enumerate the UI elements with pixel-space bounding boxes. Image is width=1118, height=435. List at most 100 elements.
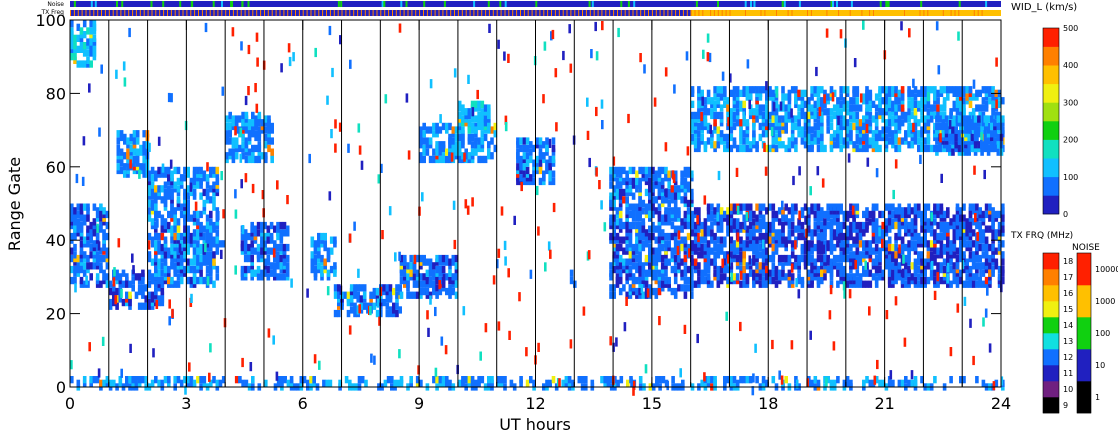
echo-cell	[794, 207, 798, 215]
echo-cell	[855, 276, 860, 285]
echo-cell	[202, 225, 207, 233]
echo-cell	[706, 240, 711, 248]
echo-cell	[800, 111, 805, 120]
echo-cell	[657, 218, 662, 226]
echo-cell	[832, 133, 837, 142]
echo-cell	[855, 104, 860, 112]
echo-cell	[794, 376, 798, 384]
echo-cell	[758, 111, 763, 120]
echo-cell	[285, 243, 290, 252]
echo-cell	[457, 155, 462, 164]
echo-cell	[326, 251, 331, 259]
echo-cell	[942, 243, 947, 252]
echo-cell	[807, 276, 811, 285]
echo-speck	[792, 175, 795, 186]
echo-cell	[977, 115, 981, 123]
echo-cell	[954, 144, 958, 153]
echo-cell	[432, 287, 436, 296]
echo-cell	[317, 232, 321, 241]
tx-freq-mark	[873, 10, 874, 16]
echo-cell	[644, 203, 649, 211]
echo-cell	[973, 119, 978, 127]
echo-cell	[900, 207, 905, 215]
echo-cell	[845, 214, 850, 222]
echo-cell	[949, 218, 953, 226]
echo-cell	[971, 218, 976, 226]
echo-cell	[683, 218, 688, 226]
echo-cell	[538, 159, 543, 167]
echo-cell	[935, 130, 939, 138]
echo-cell	[865, 376, 869, 384]
echo-cell	[813, 258, 818, 266]
echo-cell	[975, 269, 979, 277]
echo-cell	[683, 221, 688, 230]
echo-cell	[176, 280, 181, 288]
echo-cell	[260, 152, 265, 160]
echo-cell	[986, 130, 991, 138]
echo-cell	[693, 137, 698, 145]
echo-cell	[548, 155, 552, 164]
echo-cell	[891, 262, 895, 270]
echo-cell	[457, 133, 462, 142]
echo-cell	[215, 181, 220, 189]
echo-cell	[150, 218, 155, 226]
echo-cell	[362, 295, 367, 303]
echo-cell	[154, 280, 158, 288]
echo-cell	[73, 251, 77, 259]
echo-cell	[199, 221, 203, 230]
echo-cell	[904, 218, 908, 226]
echo-cell	[813, 86, 818, 94]
echo-cell	[862, 265, 866, 274]
echo-cell	[525, 159, 530, 167]
echo-cell	[670, 251, 675, 259]
echo-cell	[1001, 97, 1005, 105]
echo-cell	[648, 251, 652, 259]
echo-cell	[897, 379, 902, 387]
echo-cell	[625, 225, 629, 233]
echo-cell	[703, 269, 708, 277]
scattered-echoes	[70, 20, 1004, 396]
echo-cell	[739, 376, 743, 384]
echo-cell	[693, 141, 698, 149]
echo-cell	[270, 137, 274, 145]
echo-cell	[183, 196, 187, 204]
echo-cell	[644, 287, 649, 296]
echo-cell	[997, 221, 1002, 230]
echo-cell	[670, 214, 675, 222]
echo-cell	[955, 207, 960, 215]
echo-cell	[723, 258, 727, 266]
echo-cell	[196, 247, 200, 255]
echo-cell	[829, 207, 834, 215]
echo-cell	[686, 199, 691, 208]
echo-cell	[176, 218, 181, 226]
echo-cell	[758, 273, 763, 281]
echo-cell	[79, 280, 84, 288]
echo-cell	[984, 265, 989, 274]
echo-cell	[487, 104, 491, 112]
echo-cell	[884, 122, 889, 131]
echo-cell	[868, 247, 873, 255]
echo-cell	[813, 122, 818, 131]
echo-cell	[644, 177, 649, 186]
echo-cell	[141, 276, 145, 285]
echo-cell	[900, 214, 905, 222]
echo-cell	[823, 218, 827, 226]
echo-cell	[774, 100, 779, 108]
echo-cell	[719, 86, 724, 94]
echo-cell	[745, 119, 750, 127]
echo-cell	[257, 126, 262, 134]
tx-freq-mark	[562, 10, 564, 16]
echo-cell	[483, 119, 488, 127]
echo-cell	[644, 188, 649, 197]
echo-cell	[887, 137, 892, 145]
echo-cell	[631, 287, 636, 296]
echo-cell	[310, 240, 315, 248]
echo-cell	[836, 130, 840, 138]
echo-cell	[926, 86, 931, 94]
echo-cell	[852, 240, 856, 248]
echo-cell	[784, 104, 788, 112]
echo-cell	[231, 155, 236, 164]
echo-cell	[441, 269, 446, 277]
echo-cell	[279, 262, 284, 270]
echo-cell	[739, 89, 743, 97]
